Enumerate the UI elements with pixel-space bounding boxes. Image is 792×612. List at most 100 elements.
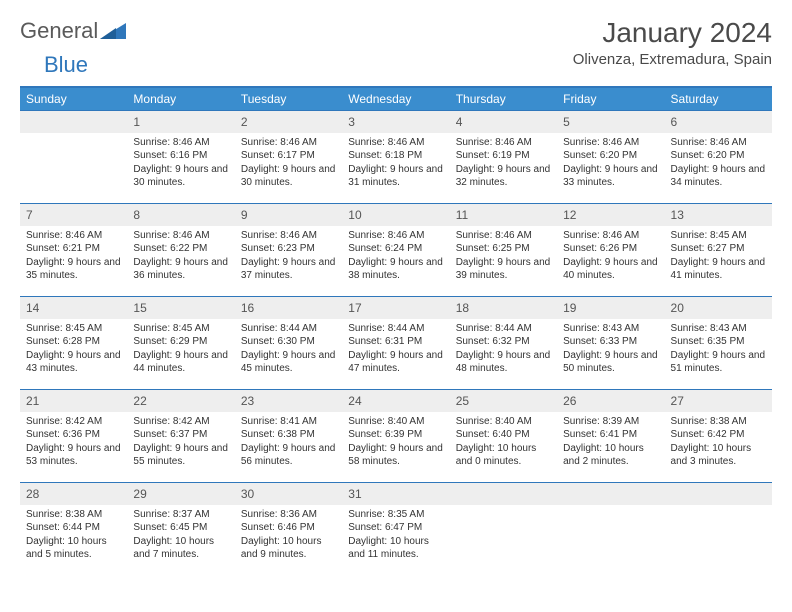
calendar-week-row: 14 Sunrise: 8:45 AMSunset: 6:28 PMDayligh…: [20, 296, 772, 389]
day-details: Sunrise: 8:46 AMSunset: 6:26 PMDaylight:…: [563, 229, 658, 283]
weekday-header: Saturday: [665, 87, 772, 111]
calendar-day-cell: 16Sunrise: 8:44 AMSunset: 6:30 PMDayligh…: [235, 296, 342, 389]
month-title: January 2024: [573, 18, 772, 49]
logo-text-2: Blue: [44, 52, 88, 78]
day-number: 14: [20, 297, 127, 319]
day-number: 21: [20, 390, 127, 412]
day-number: 28: [20, 483, 127, 505]
calendar-day-cell: 13Sunrise: 8:45 AMSunset: 6:27 PMDayligh…: [665, 203, 772, 296]
day-number: 20: [665, 297, 772, 319]
day-number: 1: [127, 111, 234, 133]
day-details: Sunrise: 8:46 AMSunset: 6:19 PMDaylight:…: [456, 136, 551, 190]
day-details: Sunrise: 8:46 AMSunset: 6:17 PMDaylight:…: [241, 136, 336, 190]
day-details: Sunrise: 8:39 AMSunset: 6:41 PMDaylight:…: [563, 415, 658, 469]
calendar-day-cell: 4 Sunrise: 8:46 AMSunset: 6:19 PMDaylight…: [450, 110, 557, 203]
calendar-day-cell: 29 Sunrise: 8:37 AMSunset: 6:45 PMDayligh…: [127, 482, 234, 575]
day-number: 9: [235, 204, 342, 226]
calendar-day-cell: 15 Sunrise: 8:45 AMSunset: 6:29 PMDayligh…: [127, 296, 234, 389]
weekday-header: Monday: [127, 87, 234, 111]
day-details: Sunrise: 8:40 AMSunset: 6:40 PMDaylight:…: [456, 415, 551, 469]
calendar-day-cell: 31 Sunrise: 8:35 AMSunset: 6:47 PMDayligh…: [342, 482, 449, 575]
calendar-table: Sunday Monday Tuesday Wednesday Thursday…: [20, 86, 772, 575]
day-number: 10: [342, 204, 449, 226]
day-number-empty: [20, 111, 127, 133]
day-details: Sunrise: 8:37 AMSunset: 6:45 PMDaylight:…: [133, 508, 228, 562]
calendar-day-cell: [557, 482, 664, 575]
day-details: Sunrise: 8:46 AMSunset: 6:21 PMDaylight:…: [26, 229, 121, 283]
logo: General: [20, 18, 128, 44]
day-number: 3: [342, 111, 449, 133]
day-details: Sunrise: 8:46 AMSunset: 6:16 PMDaylight:…: [133, 136, 228, 190]
calendar-day-cell: 23Sunrise: 8:41 AMSunset: 6:38 PMDayligh…: [235, 389, 342, 482]
calendar-day-cell: 19Sunrise: 8:43 AMSunset: 6:33 PMDayligh…: [557, 296, 664, 389]
day-number: 29: [127, 483, 234, 505]
day-number: 15: [127, 297, 234, 319]
day-details: Sunrise: 8:46 AMSunset: 6:20 PMDaylight:…: [563, 136, 658, 190]
day-details: Sunrise: 8:44 AMSunset: 6:32 PMDaylight:…: [456, 322, 551, 376]
day-details: Sunrise: 8:38 AMSunset: 6:44 PMDaylight:…: [26, 508, 121, 562]
day-number: 11: [450, 204, 557, 226]
calendar-day-cell: 24 Sunrise: 8:40 AMSunset: 6:39 PMDayligh…: [342, 389, 449, 482]
calendar-week-row: 28 Sunrise: 8:38 AMSunset: 6:44 PMDayligh…: [20, 482, 772, 575]
day-details: Sunrise: 8:42 AMSunset: 6:36 PMDaylight:…: [26, 415, 121, 469]
calendar-day-cell: 14 Sunrise: 8:45 AMSunset: 6:28 PMDayligh…: [20, 296, 127, 389]
day-number: 16: [235, 297, 342, 319]
day-number-empty: [557, 483, 664, 505]
day-number: 25: [450, 390, 557, 412]
day-details: Sunrise: 8:42 AMSunset: 6:37 PMDaylight:…: [133, 415, 228, 469]
day-number: 24: [342, 390, 449, 412]
weekday-header-row: Sunday Monday Tuesday Wednesday Thursday…: [20, 87, 772, 111]
day-number: 12: [557, 204, 664, 226]
day-details: Sunrise: 8:41 AMSunset: 6:38 PMDaylight:…: [241, 415, 336, 469]
calendar-day-cell: 7 Sunrise: 8:46 AMSunset: 6:21 PMDaylight…: [20, 203, 127, 296]
day-number: 27: [665, 390, 772, 412]
day-number: 2: [235, 111, 342, 133]
day-number: 7: [20, 204, 127, 226]
day-details: Sunrise: 8:40 AMSunset: 6:39 PMDaylight:…: [348, 415, 443, 469]
calendar-day-cell: [20, 110, 127, 203]
calendar-day-cell: 12 Sunrise: 8:46 AMSunset: 6:26 PMDayligh…: [557, 203, 664, 296]
calendar-day-cell: 21 Sunrise: 8:42 AMSunset: 6:36 PMDayligh…: [20, 389, 127, 482]
calendar-day-cell: 8Sunrise: 8:46 AMSunset: 6:22 PMDaylight…: [127, 203, 234, 296]
day-number: 5: [557, 111, 664, 133]
calendar-week-row: 7 Sunrise: 8:46 AMSunset: 6:21 PMDaylight…: [20, 203, 772, 296]
weekday-header: Wednesday: [342, 87, 449, 111]
calendar-day-cell: 20 Sunrise: 8:43 AMSunset: 6:35 PMDayligh…: [665, 296, 772, 389]
calendar-day-cell: 5 Sunrise: 8:46 AMSunset: 6:20 PMDaylight…: [557, 110, 664, 203]
calendar-day-cell: 3 Sunrise: 8:46 AMSunset: 6:18 PMDaylight…: [342, 110, 449, 203]
day-number: 17: [342, 297, 449, 319]
day-details: Sunrise: 8:45 AMSunset: 6:28 PMDaylight:…: [26, 322, 121, 376]
calendar-day-cell: 11 Sunrise: 8:46 AMSunset: 6:25 PMDayligh…: [450, 203, 557, 296]
calendar-day-cell: [665, 482, 772, 575]
day-number: 6: [665, 111, 772, 133]
calendar-day-cell: 22Sunrise: 8:42 AMSunset: 6:37 PMDayligh…: [127, 389, 234, 482]
calendar-day-cell: 2 Sunrise: 8:46 AMSunset: 6:17 PMDaylight…: [235, 110, 342, 203]
weekday-header: Friday: [557, 87, 664, 111]
day-details: Sunrise: 8:46 AMSunset: 6:23 PMDaylight:…: [241, 229, 336, 283]
day-details: Sunrise: 8:46 AMSunset: 6:25 PMDaylight:…: [456, 229, 551, 283]
day-details: Sunrise: 8:46 AMSunset: 6:22 PMDaylight:…: [133, 229, 228, 283]
day-details: Sunrise: 8:45 AMSunset: 6:29 PMDaylight:…: [133, 322, 228, 376]
day-number: 31: [342, 483, 449, 505]
day-details: Sunrise: 8:36 AMSunset: 6:46 PMDaylight:…: [241, 508, 336, 562]
calendar-day-cell: 1 Sunrise: 8:46 AMSunset: 6:16 PMDaylight…: [127, 110, 234, 203]
location-label: Olivenza, Extremadura, Spain: [573, 51, 772, 68]
calendar-day-cell: 30Sunrise: 8:36 AMSunset: 6:46 PMDayligh…: [235, 482, 342, 575]
calendar-day-cell: 28 Sunrise: 8:38 AMSunset: 6:44 PMDayligh…: [20, 482, 127, 575]
day-details: Sunrise: 8:46 AMSunset: 6:18 PMDaylight:…: [348, 136, 443, 190]
calendar-day-cell: 26Sunrise: 8:39 AMSunset: 6:41 PMDayligh…: [557, 389, 664, 482]
calendar-day-cell: 25 Sunrise: 8:40 AMSunset: 6:40 PMDayligh…: [450, 389, 557, 482]
logo-triangle-icon: [100, 21, 128, 41]
day-number-empty: [450, 483, 557, 505]
logo-text-1: General: [20, 18, 98, 44]
day-details: Sunrise: 8:38 AMSunset: 6:42 PMDaylight:…: [671, 415, 766, 469]
day-details: Sunrise: 8:35 AMSunset: 6:47 PMDaylight:…: [348, 508, 443, 562]
day-details: Sunrise: 8:46 AMSunset: 6:24 PMDaylight:…: [348, 229, 443, 283]
day-details: Sunrise: 8:46 AMSunset: 6:20 PMDaylight:…: [671, 136, 766, 190]
day-details: Sunrise: 8:43 AMSunset: 6:35 PMDaylight:…: [671, 322, 766, 376]
day-number: 19: [557, 297, 664, 319]
day-number: 13: [665, 204, 772, 226]
calendar-week-row: 21 Sunrise: 8:42 AMSunset: 6:36 PMDayligh…: [20, 389, 772, 482]
day-number: 4: [450, 111, 557, 133]
weekday-header: Sunday: [20, 87, 127, 111]
